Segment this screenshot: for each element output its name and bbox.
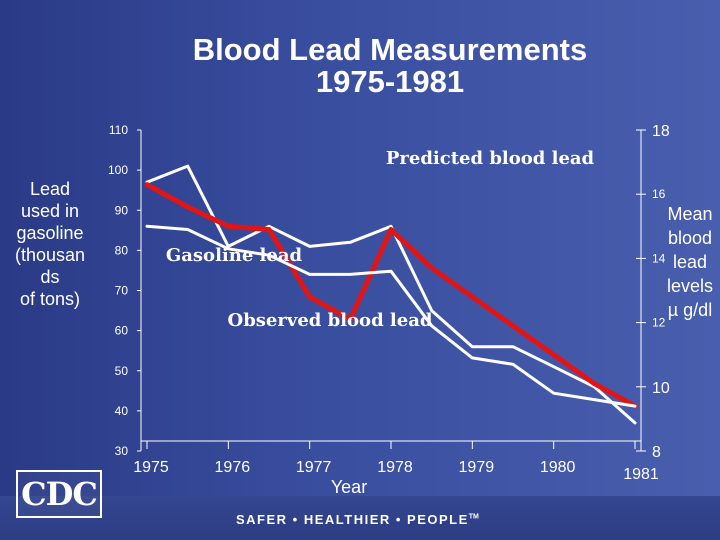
footer-bar <box>0 496 720 540</box>
x-axis-title: Year <box>331 477 367 497</box>
right-axis-title-line: µ g/dl <box>667 300 713 320</box>
series-line-observed-blood-lead <box>144 182 638 409</box>
left-axis-title-line: Lead <box>29 179 71 199</box>
series-line-predicted-blood-lead <box>145 224 637 408</box>
right-axis-tick-label: 16 <box>652 187 666 201</box>
chart-title-line-1: Blood Lead Measurements <box>192 32 588 67</box>
cdc-logo: CDC <box>16 470 102 518</box>
right-axis-title-line: levels <box>666 276 714 296</box>
left-axis-title: Lead used in gasoline (thousan ds of ton… <box>4 178 96 310</box>
chart-title-line-2: 1975-1981 <box>315 64 465 99</box>
series-line-gasoline-lead <box>145 164 637 425</box>
left-axis-tick-label: 80 <box>115 243 129 257</box>
left-axis-title-line: ds <box>40 267 60 287</box>
footer-tagline: SAFER • HEALTHIER • PEOPLETM <box>236 512 479 527</box>
gasoline-lead-label: Gasoline lead <box>166 245 303 266</box>
left-axis-tick-label: 100 <box>108 163 128 177</box>
left-axis-title-line: used in <box>20 201 80 221</box>
trademark-mark: TM <box>468 513 479 521</box>
chart-axes: 110 100 90 80 70 60 50 40 30 18 16 14 12 10 8 1975 1976 1… <box>108 123 670 497</box>
chart-series <box>144 164 638 425</box>
right-axis-title: Mean blood lead levels µ g/dl <box>658 202 720 322</box>
right-axis-tick-label: 18 <box>652 123 670 140</box>
left-axis-tick-label: 30 <box>115 444 129 458</box>
right-axis-title-line: blood <box>667 228 713 248</box>
right-axis-tick-label: 8 <box>652 444 661 461</box>
left-axis-title-line: of tons) <box>19 289 81 309</box>
predicted-blood-lead-label: Predicted blood lead <box>386 148 595 169</box>
observed-blood-lead-label: Observed blood lead <box>228 310 433 331</box>
cdc-logo-text: CDC <box>21 475 98 513</box>
x-axis-tick-label: 1981 <box>623 466 659 483</box>
x-axis-tick-label: 1976 <box>215 459 251 476</box>
left-axis-title-line: (thousan <box>14 245 86 265</box>
right-axis-tick-label: 12 <box>652 316 666 330</box>
chart-annotations: Predicted blood lead Gasoline lead Observe… <box>166 148 595 331</box>
left-axis-title-line: gasoline <box>16 223 84 243</box>
left-axis-tick-label: 70 <box>115 284 129 298</box>
left-axis-tick-label: 40 <box>115 404 129 418</box>
left-axis-tick-label: 110 <box>109 123 128 137</box>
left-axis-tick-label: 60 <box>115 324 129 338</box>
left-axis-tick-label: 90 <box>115 203 129 217</box>
footer-tagline-text: SAFER • HEALTHIER • PEOPLE <box>236 512 469 527</box>
right-axis-title-line: Mean <box>667 204 713 224</box>
right-axis-tick-label: 14 <box>652 251 666 265</box>
left-axis-tick-label: 50 <box>115 364 129 378</box>
chart-title: Blood Lead Measurements 1975-1981 <box>140 34 640 98</box>
x-axis-tick-label: 1978 <box>377 459 413 476</box>
x-axis-tick-label: 1975 <box>133 459 169 476</box>
right-axis-title-line: lead <box>672 252 708 272</box>
right-axis-tick-label: 10 <box>652 380 670 397</box>
x-axis-tick-label: 1979 <box>459 459 495 476</box>
x-axis-tick-label: 1980 <box>540 459 576 476</box>
x-axis-tick-label: 1977 <box>296 459 332 476</box>
